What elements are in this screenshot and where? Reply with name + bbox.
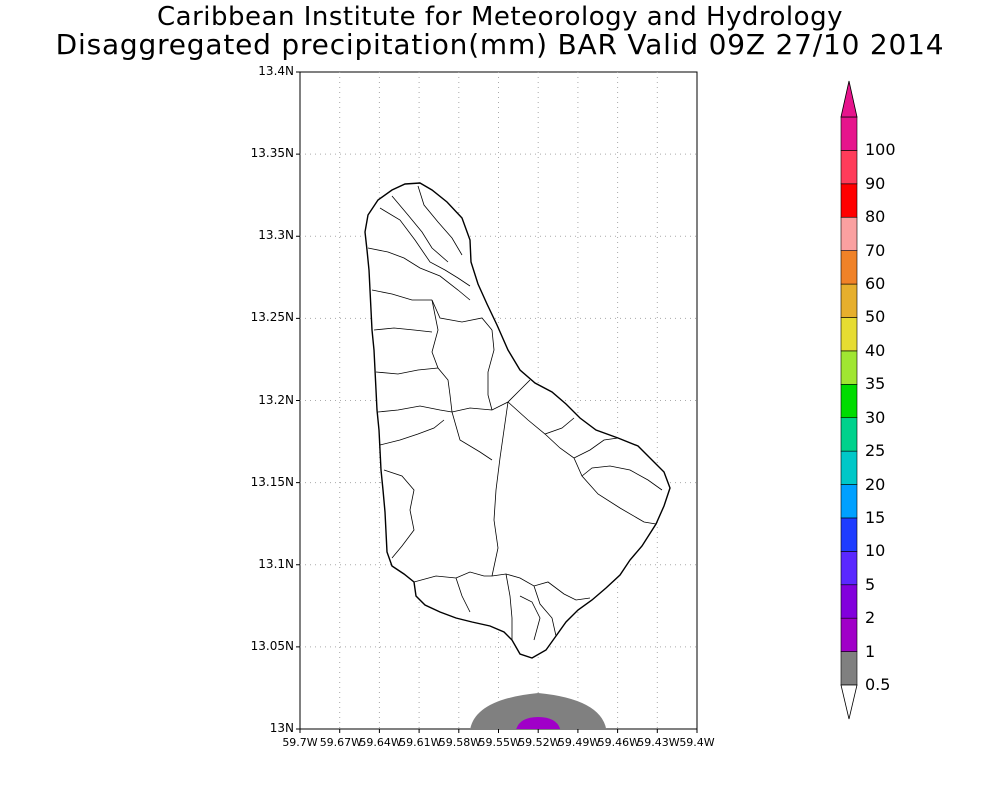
boundary-line [431,299,493,331]
colorbar-segment [840,216,858,251]
colorbar-label: 2 [865,608,876,628]
colorbar-segment [840,116,858,151]
lon-tick-label: 59.64W [359,736,402,749]
lon-tick-label: 59.43W [637,736,680,749]
precip-area-0.5-1 [470,693,607,729]
lon-tick-label: 59.52W [518,736,561,749]
colorbar-segment [840,250,858,285]
lat-tick-label: 13.05N [250,638,294,653]
lon-tick-label: 59.46W [597,736,640,749]
colorbar-segment [840,450,858,485]
colorbar-segment [840,383,858,419]
colorbar-label: 10 [865,541,886,561]
lat-tick-label: 13.3N [258,228,294,243]
colorbar-segment [840,150,858,185]
colorbar-label: 100 [865,140,896,160]
colorbar-label: 70 [865,240,886,260]
colorbar-segment [840,584,858,619]
boundary-line [367,247,471,301]
colorbar-label: 5 [865,574,876,594]
lat-tick-label: 13.35N [250,146,294,161]
boundary-line [491,401,509,577]
boundary-line [379,419,445,446]
boundary-line [371,289,432,301]
lon-tick-label: 59.4W [679,736,715,749]
boundary-line [373,327,433,333]
colorbar-label: 60 [865,274,886,294]
boundary-line [413,571,492,583]
colorbar-label: 15 [865,507,886,527]
boundary-line [505,573,513,640]
axis-ticks [296,71,698,733]
boundary-line [417,185,463,256]
lon-tick-label: 59.55W [478,736,521,749]
colorbar-label: 25 [865,441,886,461]
lon-tick-label: 59.61W [399,736,442,749]
lon-tick-label: 59.7W [282,736,318,749]
colorbar-label: 40 [865,340,886,360]
boundary-line [451,379,531,413]
colorbar-label: 90 [865,173,886,193]
colorbar-segment [840,484,858,519]
boundary-line [581,465,663,491]
title-line-2: Disaggregated precipitation(mm) BAR Vali… [55,28,945,61]
boundary-line [391,195,449,263]
boundary-line [375,367,439,375]
precipitation-field [470,693,607,729]
lat-tick-label: 13.15N [250,474,294,489]
colorbar-segment [840,183,858,218]
colorbar-segment [840,317,858,352]
lat-tick-label: 13.1N [258,556,294,571]
colorbar-label: 30 [865,407,886,427]
boundary-line [533,585,557,637]
title-line-1: Caribbean Institute for Meteorology and … [157,2,843,32]
lon-tick-label: 59.58W [438,736,482,749]
colorbar-label: 0.5 [865,675,891,694]
boundary-line [451,411,493,461]
colorbar-segment [840,551,858,586]
boundary-line [573,437,619,459]
lat-tick-label: 13.4N [258,64,294,78]
boundary-line [377,405,453,413]
boundary-line [383,469,415,559]
colorbar-label: 1 [865,641,876,661]
boundary-line [487,329,495,411]
boundary-line [491,573,591,601]
colorbar-over-arrow [840,80,858,118]
barbados-outline [364,182,671,659]
colorbar-label: 20 [865,474,886,494]
boundary-line [455,577,471,613]
colorbar-label: 80 [865,207,886,227]
colorbar-segment [840,517,858,552]
colorbar-under-arrow [840,684,858,720]
lon-tick-label: 59.49W [557,736,601,749]
lat-tick-label: 13.25N [250,310,294,325]
lat-tick-label: 13.2N [258,392,294,407]
colorbar [840,80,858,720]
colorbar-segment [840,350,858,385]
precip-area-1-2 [516,717,561,729]
colorbar-segment [840,417,858,452]
colorbar-label: 35 [865,374,886,394]
boundary-line [519,595,541,641]
lat-tick-label: 13N [269,721,294,735]
lon-tick-label: 59.67W [319,736,363,749]
colorbar-label: 50 [865,307,886,327]
boundary-line [544,433,657,525]
colorbar-segment [840,617,858,652]
coastline [364,182,671,659]
colorbar-segment [840,651,858,686]
boundary-line [379,207,471,287]
colorbar-segment [840,283,858,318]
